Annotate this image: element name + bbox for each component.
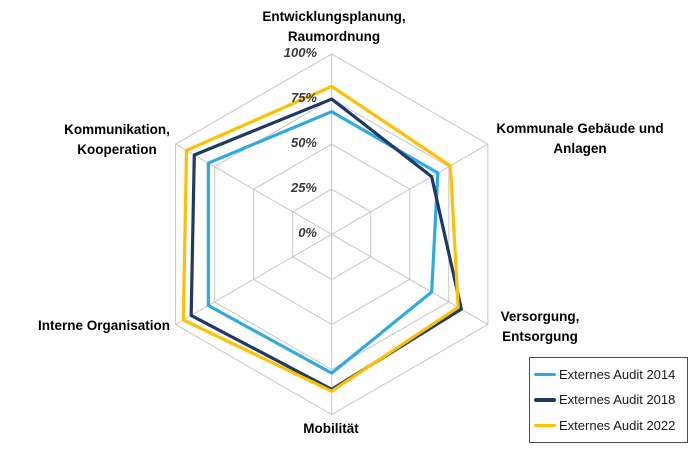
legend-item-audit-2018: Externes Audit 2018	[534, 392, 683, 407]
legend-swatch-2014-icon	[534, 372, 556, 377]
legend-swatch-2022-icon	[534, 423, 556, 428]
legend-label-2022: Externes Audit 2022	[559, 417, 676, 433]
legend-item-audit-2014: Externes Audit 2014	[534, 367, 683, 382]
radial-tick-25: 25%	[290, 180, 317, 195]
axis-label-versorgung-entsorgung: Versorgung, Entsorgung	[500, 309, 580, 344]
legend-swatch-2018-icon	[534, 398, 556, 402]
legend-label-2014: Externes Audit 2014	[559, 367, 676, 383]
radial-tick-0: 0%	[298, 225, 317, 240]
radial-tick-50: 50%	[290, 135, 317, 150]
axis-label-interne-organisation: Interne Organisation	[37, 318, 170, 333]
radial-tick-75: 75%	[290, 90, 317, 105]
legend-label-2018: Externes Audit 2018	[559, 392, 676, 408]
legend-item-audit-2022: Externes Audit 2022	[534, 418, 683, 433]
legend: Externes Audit 2014 Externes Audit 2018 …	[529, 357, 688, 443]
axis-label-kommunale-gebaeude-und-anlagen: Kommunale Gebäude und Anlagen	[496, 121, 664, 156]
axis-label-mobilitaet: Mobilität	[303, 421, 359, 436]
axis-label-entwicklungsplanung-raumordnung: Entwicklungsplanung, Raumordnung	[262, 9, 406, 44]
axis-label-kommunikation-kooperation: Kommunikation, Kooperation	[64, 122, 170, 157]
radial-tick-100: 100%	[283, 45, 317, 60]
